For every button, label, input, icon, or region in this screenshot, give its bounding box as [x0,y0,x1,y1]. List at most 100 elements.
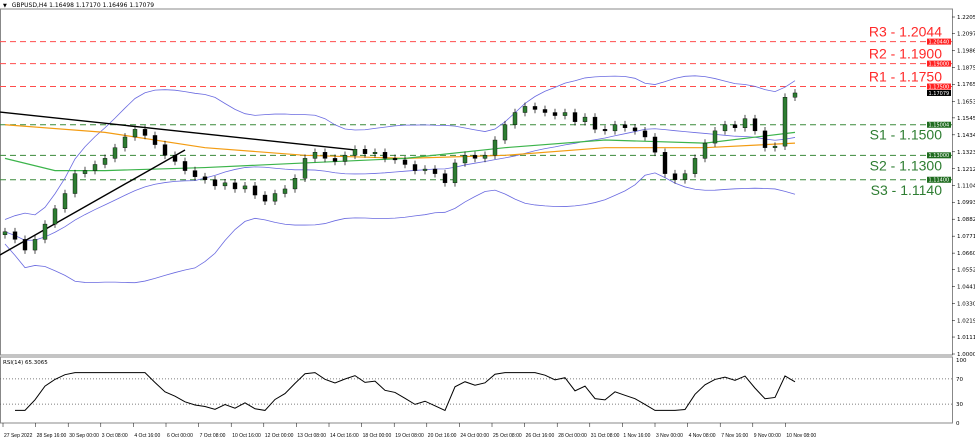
rsi-label: RSI(14) 65.3065 [3,360,48,366]
y-tick-label: 1.15450 [957,116,975,122]
candle-body [712,130,718,144]
resistance-label: R3 - 1.2044 [869,24,942,40]
x-tick-label: 18 Oct 00:00 [363,433,392,439]
candle-body [452,162,458,184]
x-tick-label: 31 Oct 08:00 [591,433,620,439]
candle-body [512,112,518,125]
x-tick-label: 27 Sep 2022 [4,433,33,439]
x-tick-label: 4 Nov 08:00 [689,433,716,439]
candle-body [562,112,568,116]
candle-body [662,152,668,174]
candle-body [282,188,288,194]
symbol-label: GBPUSD,H4 [11,2,48,9]
trendline [0,111,356,151]
price-tag [927,60,951,67]
x-tick-label: 4 Oct 16:00 [134,433,160,439]
candle-body [222,182,228,187]
candle-body [252,185,258,196]
y-tick-label: 1.17650 [957,82,975,88]
y-tick-label: 1.00000 [957,352,975,358]
rsi-pane [0,356,953,424]
candle-body [12,231,18,240]
candle-body [342,155,348,162]
candle-body [332,158,338,162]
bollinger-middle [4,128,796,241]
candle-body [392,158,398,161]
x-tick-label: 3 Nov 00:00 [656,433,683,439]
candle-body [732,124,738,129]
candle-body [232,182,238,190]
candle-body [402,159,408,165]
candle-body [2,231,8,235]
y-tick-label: 1.04410 [957,285,975,291]
candle-body [772,145,778,148]
candle-body [642,130,648,138]
x-tick-label: 28 Oct 00:00 [558,433,587,439]
candle-body [122,136,128,148]
y-tick-label: 1.22050 [957,15,975,21]
candle-body [362,149,368,154]
candle-body [262,194,268,202]
candle-body [462,155,468,164]
price-tag-label: 1.15004 [929,123,950,129]
candle-body [542,109,548,113]
price-tag [927,121,951,128]
y-tick-label: 1.13230 [957,150,975,156]
candle-body [472,155,478,159]
candle-body [602,129,608,132]
candle-body [552,112,558,116]
y-tick-label: 1.09930 [957,200,975,206]
y-tick-label: 1.01110 [957,335,975,341]
candle-body [242,185,248,190]
candle-body [492,139,498,156]
candle-body [752,118,758,132]
candle-body [502,124,508,141]
y-tick-label: 1.02190 [957,319,975,325]
candle-body [632,127,638,132]
candle-body [382,152,388,159]
x-tick-label: 1 Nov 16:00 [623,433,650,439]
x-tick-label: 12 Oct 00:00 [265,433,294,439]
x-tick-label: 10 Nov 08:00 [786,433,816,439]
candle-body [82,170,88,174]
candle-body [192,170,198,177]
candle-body [762,130,768,148]
x-tick-label: 20 Oct 16:00 [428,433,457,439]
support-label: S1 - 1.1500 [870,127,943,143]
candle-body [322,152,328,159]
x-tick-label: 19 Oct 08:00 [395,433,424,439]
main-pane [0,8,953,356]
x-tick-label: 7 Oct 08:00 [200,433,226,439]
y-tick-label: 1.07710 [957,234,975,240]
y-tick-label: 1.11040 [957,183,975,189]
x-tick-label: 10 Oct 16:00 [232,433,261,439]
x-tick-label: 30 Sep 00:00 [69,433,99,439]
candle-body [482,155,488,159]
candle-body [372,152,378,154]
symbol-dropdown-icon[interactable]: ▼ [3,3,7,9]
candle-body [172,155,178,162]
candle-body [572,112,578,122]
price-tag-label: 1.17500 [929,84,950,90]
y-tick-label: 1.08820 [957,217,975,223]
candle-body [702,142,708,159]
candle-body [782,97,788,147]
price-tag [927,38,951,45]
candle-body [72,173,78,194]
candle-body [62,193,68,210]
price-tag-label: 1.11400 [929,178,950,184]
candle-body [622,124,628,129]
candle-body [592,116,598,130]
x-tick-label: 13 Oct 08:00 [297,433,326,439]
candle-body [692,158,698,174]
y-tick-label: 1.12120 [957,167,975,173]
candle-body [652,136,658,153]
price-tag-label: 1.13000 [929,153,950,159]
x-tick-label: 28 Sep 16:00 [37,433,67,439]
y-tick-label: 1.19860 [957,48,975,54]
price-tag [927,176,951,183]
candle-body [302,158,308,179]
candle-body [162,144,168,156]
candle-body [112,147,118,159]
